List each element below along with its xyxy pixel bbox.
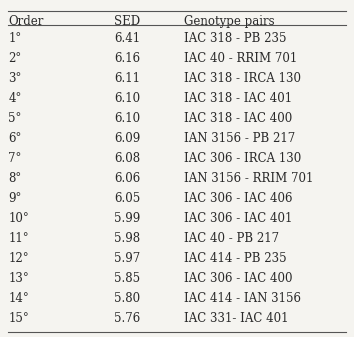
Text: IAN 3156 - PB 217: IAN 3156 - PB 217	[184, 132, 295, 145]
Text: Genotype pairs: Genotype pairs	[184, 15, 275, 28]
Text: IAC 414 - PB 235: IAC 414 - PB 235	[184, 252, 287, 265]
Text: 6°: 6°	[8, 132, 22, 145]
Text: 5.85: 5.85	[114, 272, 140, 285]
Text: IAC 40 - RRIM 701: IAC 40 - RRIM 701	[184, 52, 297, 65]
Text: SED: SED	[114, 15, 140, 28]
Text: 5.80: 5.80	[114, 292, 140, 305]
Text: 6.41: 6.41	[114, 32, 140, 45]
Text: 1°: 1°	[8, 32, 22, 45]
Text: IAN 3156 - RRIM 701: IAN 3156 - RRIM 701	[184, 172, 313, 185]
Text: 6.10: 6.10	[114, 112, 140, 125]
Text: 8°: 8°	[8, 172, 22, 185]
Text: IAC 318 - PB 235: IAC 318 - PB 235	[184, 32, 286, 45]
Text: 5.98: 5.98	[114, 232, 140, 245]
Text: Order: Order	[8, 15, 44, 28]
Text: 6.08: 6.08	[114, 152, 140, 165]
Text: 6.05: 6.05	[114, 192, 140, 205]
Text: 7°: 7°	[8, 152, 22, 165]
Text: IAC 306 - IAC 400: IAC 306 - IAC 400	[184, 272, 292, 285]
Text: IAC 331- IAC 401: IAC 331- IAC 401	[184, 312, 289, 326]
Text: 2°: 2°	[8, 52, 22, 65]
Text: 3°: 3°	[8, 72, 22, 85]
Text: 5.97: 5.97	[114, 252, 140, 265]
Text: IAC 306 - IRCA 130: IAC 306 - IRCA 130	[184, 152, 301, 165]
Text: 5.76: 5.76	[114, 312, 140, 326]
Text: 5.99: 5.99	[114, 212, 140, 225]
Text: 5°: 5°	[8, 112, 22, 125]
Text: 6.16: 6.16	[114, 52, 140, 65]
Text: 11°: 11°	[8, 232, 29, 245]
Text: 12°: 12°	[8, 252, 29, 265]
Text: 6.09: 6.09	[114, 132, 140, 145]
Text: IAC 318 - IAC 401: IAC 318 - IAC 401	[184, 92, 292, 105]
Text: IAC 306 - IAC 401: IAC 306 - IAC 401	[184, 212, 292, 225]
Text: 6.06: 6.06	[114, 172, 140, 185]
Text: 13°: 13°	[8, 272, 29, 285]
Text: IAC 318 - IRCA 130: IAC 318 - IRCA 130	[184, 72, 301, 85]
Text: 15°: 15°	[8, 312, 29, 326]
Text: 14°: 14°	[8, 292, 29, 305]
Text: IAC 40 - PB 217: IAC 40 - PB 217	[184, 232, 279, 245]
Text: 6.10: 6.10	[114, 92, 140, 105]
Text: IAC 414 - IAN 3156: IAC 414 - IAN 3156	[184, 292, 301, 305]
Text: 9°: 9°	[8, 192, 22, 205]
Text: 10°: 10°	[8, 212, 29, 225]
Text: 6.11: 6.11	[114, 72, 140, 85]
Text: IAC 306 - IAC 406: IAC 306 - IAC 406	[184, 192, 292, 205]
Text: IAC 318 - IAC 400: IAC 318 - IAC 400	[184, 112, 292, 125]
Text: 4°: 4°	[8, 92, 22, 105]
